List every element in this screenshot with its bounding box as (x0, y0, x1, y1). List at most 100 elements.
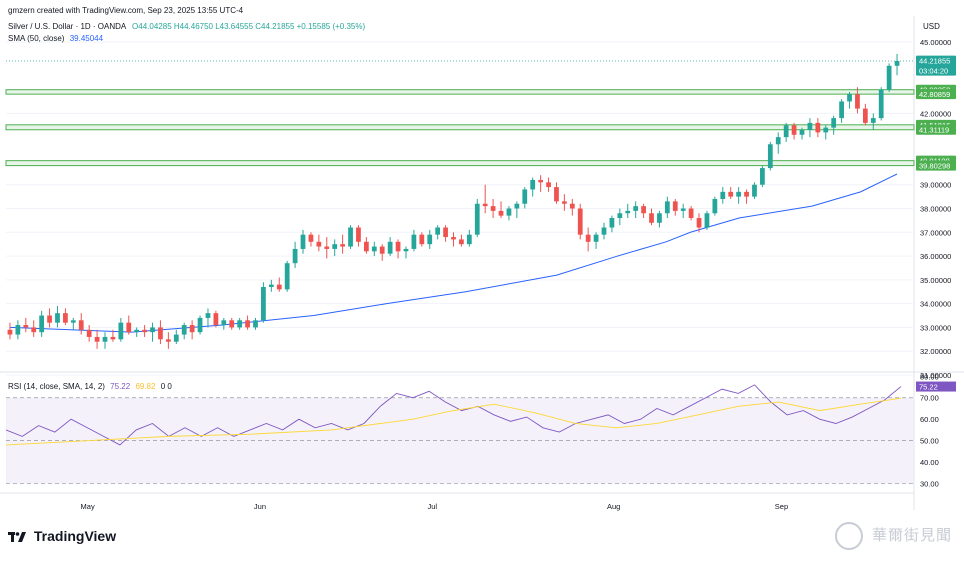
candle-body (284, 263, 290, 290)
candle-body (862, 108, 868, 123)
candle (514, 201, 520, 219)
candle (86, 325, 92, 342)
rsi-line (5, 384, 902, 446)
candle-body (767, 144, 773, 169)
candle (7, 322, 13, 340)
rsi-legend-label: RSI (14, close, SMA, 14, 2) (8, 382, 105, 391)
candle (308, 232, 314, 247)
candle (775, 132, 781, 154)
candle-body (229, 320, 235, 328)
candle (316, 234, 322, 252)
price-badge-label: 41.31119 (919, 126, 949, 135)
candle-body (379, 246, 385, 254)
symbol-name: Silver / U.S. Dollar · 1D · OANDA (8, 22, 126, 31)
candle-body (783, 125, 789, 138)
candle-body (102, 336, 108, 342)
price-badge-bg (916, 89, 956, 100)
candle (823, 125, 829, 140)
candle (474, 198, 480, 238)
price-badge-label: 39.80298 (919, 162, 950, 171)
candle-body (459, 239, 464, 245)
candle (261, 282, 266, 323)
candle-body (855, 94, 860, 109)
candle (855, 87, 860, 114)
rsi-tick-label: 70.00 (920, 394, 939, 403)
symbol-title: Silver / U.S. Dollar · 1D · OANDA O44.04… (8, 22, 365, 31)
candle (403, 246, 409, 259)
candle (451, 232, 456, 247)
rsi-ma-line (5, 397, 902, 446)
candle (142, 325, 147, 337)
candle (744, 189, 749, 204)
price-badge: 39.80298 (916, 160, 956, 171)
x-axis-label: Aug (607, 502, 620, 511)
candle-body (443, 227, 448, 238)
candle-body (31, 327, 37, 333)
candle (118, 317, 124, 342)
candle-body (63, 313, 68, 323)
tradingview-logo-text: TradingView (33, 528, 117, 544)
candle (324, 237, 330, 259)
price-tick-label: 36.00000 (920, 252, 951, 261)
candle (736, 187, 742, 204)
candle (799, 127, 805, 140)
candle-body (672, 201, 678, 211)
candle-body (831, 118, 837, 128)
candle (664, 196, 670, 219)
candle-body (23, 325, 29, 328)
price-tick-label: 31.00000 (920, 371, 951, 380)
candle-body (86, 329, 92, 337)
candle-body (720, 191, 726, 199)
candle (245, 315, 250, 330)
candle (562, 194, 567, 211)
price-badge-label: 42.80859 (919, 90, 950, 99)
candle-body (466, 234, 472, 245)
candle-body (728, 191, 734, 197)
sma-legend-label: SMA (50, close) (8, 34, 65, 43)
candle (395, 239, 401, 259)
candle-body (609, 218, 615, 228)
candle-body (292, 248, 298, 264)
candle-body (617, 213, 623, 219)
candle (712, 196, 718, 216)
candle-body (474, 203, 480, 235)
price-tick-label: 33.00000 (920, 323, 951, 332)
tradingview-logo[interactable]: TradingView (8, 528, 116, 544)
candle (253, 317, 258, 330)
candle-body (577, 208, 583, 235)
candle-body (752, 184, 757, 197)
candle (332, 239, 338, 257)
candle-body (839, 101, 844, 119)
x-axis-label: Sep (775, 502, 788, 511)
candle (752, 182, 757, 199)
candle (205, 308, 211, 328)
candle-body (300, 234, 306, 249)
candle-body (760, 168, 765, 185)
candle (672, 198, 678, 216)
candle-body (371, 246, 377, 252)
candle (165, 332, 171, 349)
candle (554, 182, 559, 204)
candle-body (886, 65, 892, 90)
candle-body (522, 189, 528, 204)
rsi-tick-label: 60.00 (920, 415, 939, 424)
candle (633, 201, 639, 219)
x-axis-label: May (81, 502, 95, 511)
rsi-tick-label: 80.00 (920, 372, 939, 381)
candle-body (118, 322, 124, 340)
rsi-tick-label: 40.00 (920, 458, 939, 467)
candle (760, 165, 765, 188)
candle (839, 99, 844, 123)
candle (55, 306, 60, 328)
candle-body (134, 329, 140, 333)
candle-body (142, 329, 147, 333)
x-axis-label: Jun (254, 502, 266, 511)
candle (379, 244, 385, 261)
candle-body (878, 89, 884, 119)
candle (459, 234, 464, 247)
candle (791, 122, 797, 140)
candle (767, 141, 773, 171)
price-tick-label: 37.00000 (920, 228, 951, 237)
candle-body (15, 325, 21, 335)
rsi-ma-legend-value: 69.82 (135, 382, 156, 391)
